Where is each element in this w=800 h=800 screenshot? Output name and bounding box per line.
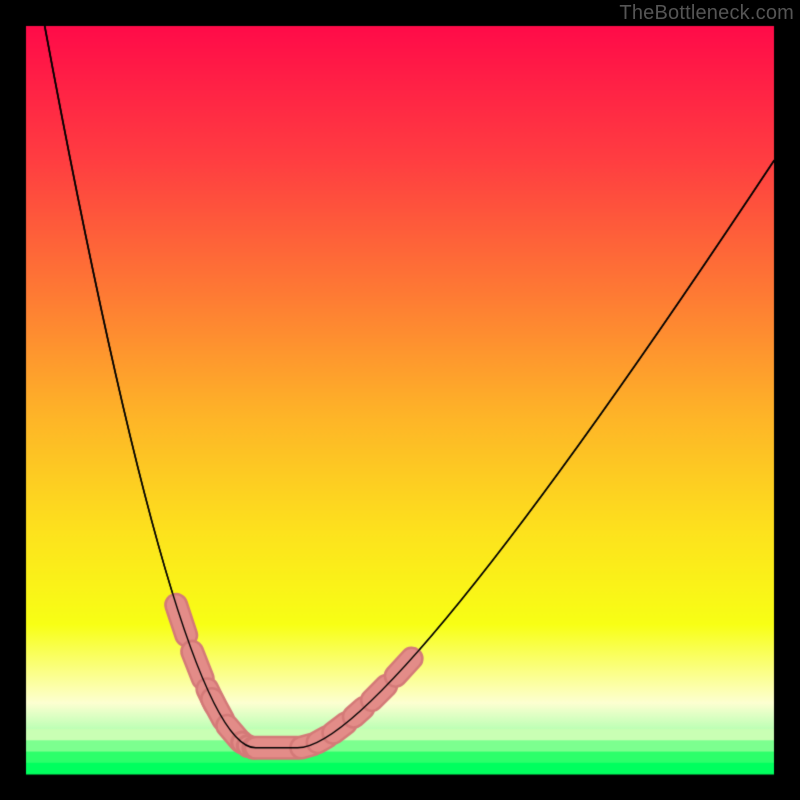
watermark-text: TheBottleneck.com: [619, 2, 794, 25]
bottleneck-curve-chart: [0, 0, 800, 800]
